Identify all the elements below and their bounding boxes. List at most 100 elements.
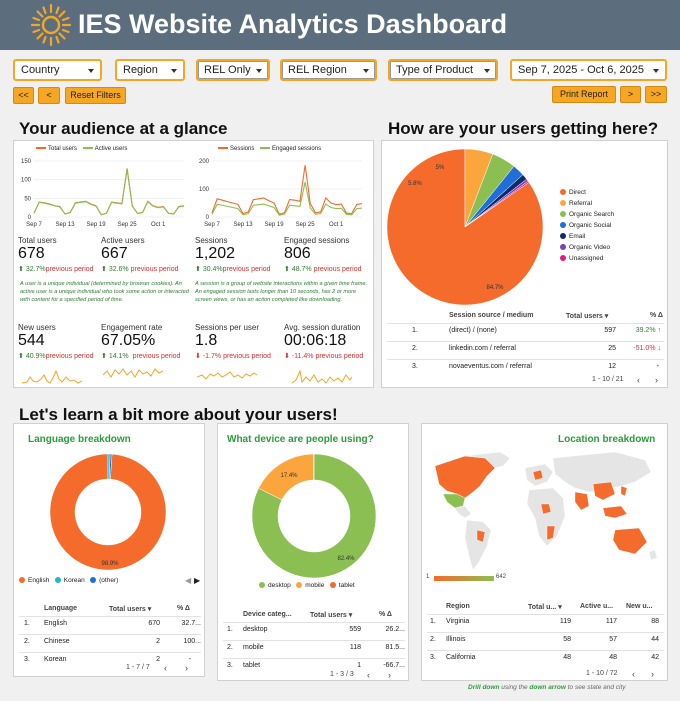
row-active: 117	[605, 618, 617, 625]
metric-change-pct: ⬆ 48.7%	[284, 266, 312, 273]
metric-value: 67.05%	[101, 332, 156, 349]
metric-change-pct: ⬆ 32.6%	[101, 266, 129, 273]
legend-dot	[560, 211, 566, 218]
product-type-dropdown-label: Type of Product	[396, 64, 474, 76]
last-page-button[interactable]: >>	[645, 86, 667, 103]
next-page-button[interactable]: >	[620, 86, 641, 103]
legend-prev-icon[interactable]: ◀	[185, 576, 192, 585]
col-header-total-users[interactable]: Total users ▾	[566, 313, 609, 320]
product-type-dropdown[interactable]: Type of Product	[388, 59, 498, 81]
legend-item: desktop	[259, 582, 291, 589]
pie-slice	[312, 453, 315, 481]
row-pct: 100...	[183, 638, 201, 645]
country-dropdown[interactable]: Country	[13, 59, 102, 81]
device-legend: desktop mobile tablet	[259, 582, 355, 589]
pie-slice	[251, 453, 377, 579]
col-header-total-users[interactable]: Total users ▾	[109, 606, 152, 613]
legend-item: Organic Video	[560, 244, 610, 251]
col-header-new-users[interactable]: New u...	[626, 603, 653, 610]
rel-only-dropdown[interactable]: REL Only	[196, 59, 270, 81]
col-header-source[interactable]: Session source / medium	[449, 312, 534, 319]
row-index: 3.	[24, 656, 30, 663]
row-index: 3.	[430, 654, 436, 661]
first-page-button[interactable]: <<	[13, 87, 34, 104]
metric-change-pct: ⬆ 32.7%	[18, 266, 46, 273]
traffic-table: Session source / medium Total users ▾ % …	[382, 309, 669, 389]
legend-sessions: Sessions	[230, 146, 255, 152]
table-row[interactable]: 1. (direct) / (none) 597 39.2% ↑	[382, 327, 669, 341]
reset-filters-button[interactable]: Reset Filters	[65, 87, 126, 104]
users-definition-note: A user is a unique individual (determine…	[20, 281, 189, 303]
metric-change-pct: ⬆ 30.4%	[195, 266, 223, 273]
metric-label: Avg. session duration	[284, 323, 361, 332]
row-pct: -66.7...	[383, 662, 405, 669]
table-row[interactable]: 3. California 48 48 42	[422, 654, 669, 668]
col-header-device[interactable]: Device categ...	[243, 611, 292, 618]
metric-change: ⬇ -11.4% previous period	[284, 352, 363, 360]
col-header-total-users[interactable]: Total users ▾	[310, 612, 353, 619]
legend-item: Referral	[560, 200, 592, 207]
legend-item: (other)	[90, 577, 118, 584]
pagination-next-icon[interactable]: ›	[655, 375, 658, 385]
pie-slice	[464, 180, 530, 228]
table-row[interactable]: 2. linkedin.com / referral 25 -51.0% ↓	[382, 345, 669, 359]
device-pagination: 1 - 3 / 3	[330, 671, 354, 678]
table-row[interactable]: 2. Illinois 58 57 44	[422, 636, 669, 650]
col-header-pct-change[interactable]: % Δ	[650, 312, 663, 319]
pagination-next-icon[interactable]: ›	[388, 670, 391, 680]
row-pct: -	[188, 656, 191, 663]
legend-dot	[560, 244, 566, 251]
chevron-down-icon	[88, 69, 94, 73]
metric-change-suffix: previous period	[132, 353, 181, 360]
row-pct: 81.5...	[385, 644, 405, 651]
metric-change-suffix: previous period	[222, 266, 271, 273]
y-tick-label: 100	[21, 178, 32, 184]
rel-region-dropdown[interactable]: REL Region	[280, 59, 377, 81]
pagination-prev-icon[interactable]: ‹	[637, 375, 640, 385]
metric-change-pct: ⬆ 40.9%	[18, 353, 46, 360]
chevron-down-icon	[484, 69, 490, 73]
metric-value: 667	[101, 245, 128, 262]
col-header-language[interactable]: Language	[44, 605, 78, 612]
table-row[interactable]: 1. Virginia 119 117 88	[422, 618, 669, 632]
series-line	[211, 181, 363, 216]
color-scale	[434, 576, 494, 581]
table-row[interactable]: 1. desktop 559 26.2...	[218, 626, 410, 640]
row-index: 1.	[24, 620, 30, 627]
region-dropdown[interactable]: Region	[115, 59, 185, 81]
row-name: Chinese	[44, 638, 70, 645]
legend-next-icon[interactable]: ▶	[194, 576, 201, 585]
device-panel-title: What device are people using?	[227, 434, 374, 445]
col-header-region[interactable]: Region	[446, 603, 470, 610]
device-panel: What device are people using? 82.4% 17.4%…	[217, 423, 409, 681]
print-report-button[interactable]: Print Report	[552, 86, 616, 103]
col-header-total-users[interactable]: Total u... ▾	[528, 604, 562, 611]
col-header-pct-change[interactable]: % Δ	[379, 611, 392, 618]
learn-more-section-title: Let's learn a bit more about your users!	[19, 405, 338, 424]
pagination-prev-icon[interactable]: ‹	[367, 670, 370, 680]
world-map[interactable]	[425, 446, 665, 596]
table-row[interactable]: 2. Chinese 2 100...	[14, 638, 206, 652]
pagination-next-icon[interactable]: ›	[651, 669, 654, 679]
slice-label: 5%	[436, 165, 445, 171]
legend-label: Organic Social	[569, 222, 612, 229]
pagination-next-icon[interactable]: ›	[185, 663, 188, 673]
col-header-pct-change[interactable]: % Δ	[177, 605, 190, 612]
table-row[interactable]: 3. tablet 1 -66.7...	[218, 662, 410, 676]
date-range-picker[interactable]: Sep 7, 2025 - Oct 6, 2025	[510, 59, 667, 81]
metric-change: ⬆ 32.7%previous period	[18, 265, 94, 273]
pagination-prev-icon[interactable]: ‹	[164, 663, 167, 673]
prev-page-button[interactable]: <	[38, 87, 60, 104]
table-row[interactable]: 2. mobile 118 81.5...	[218, 644, 410, 658]
metric-change: ⬆ 48.7% previous period	[284, 265, 362, 273]
row-index: 2.	[24, 638, 30, 645]
row-index: 2.	[412, 345, 418, 352]
col-header-active-users[interactable]: Active u...	[580, 603, 614, 610]
row-total: 58	[563, 636, 571, 643]
pagination-prev-icon[interactable]: ‹	[632, 669, 635, 679]
table-row[interactable]: 1. English 670 32.7...	[14, 620, 206, 634]
table-row[interactable]: 3. Korean 2 -	[14, 656, 206, 670]
legend-item: Unassigned	[560, 255, 603, 262]
table-row[interactable]: 3. novaeventus.com / referral 12 -	[382, 363, 669, 377]
row-users: 118	[349, 644, 361, 651]
